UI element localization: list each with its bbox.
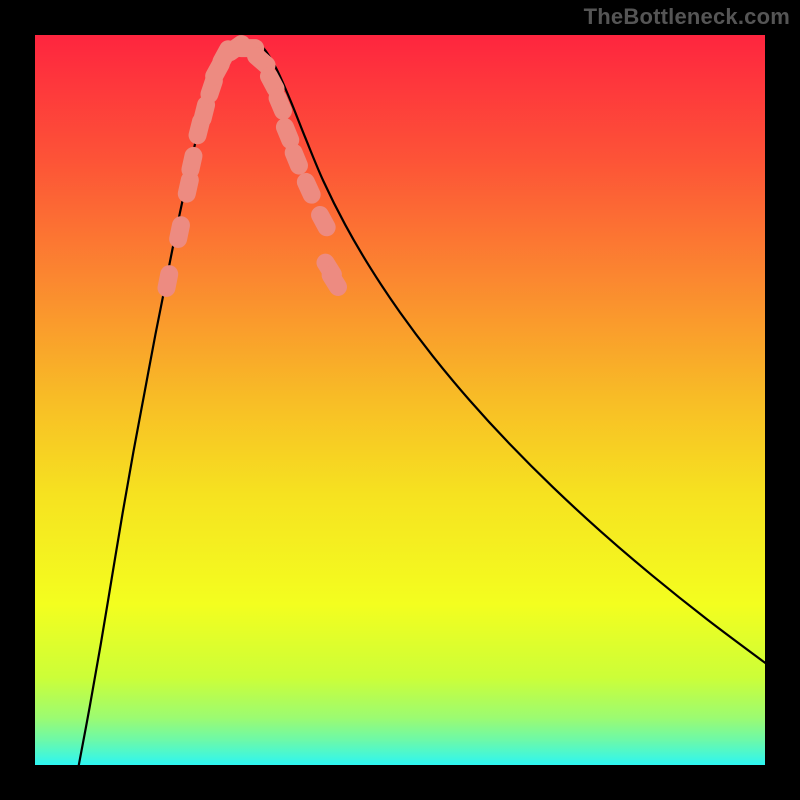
plot-area [35,35,765,765]
watermark-label: TheBottleneck.com [584,4,790,30]
plot-background [35,35,765,765]
chart-frame: TheBottleneck.com [0,0,800,800]
chart-svg [35,35,765,765]
